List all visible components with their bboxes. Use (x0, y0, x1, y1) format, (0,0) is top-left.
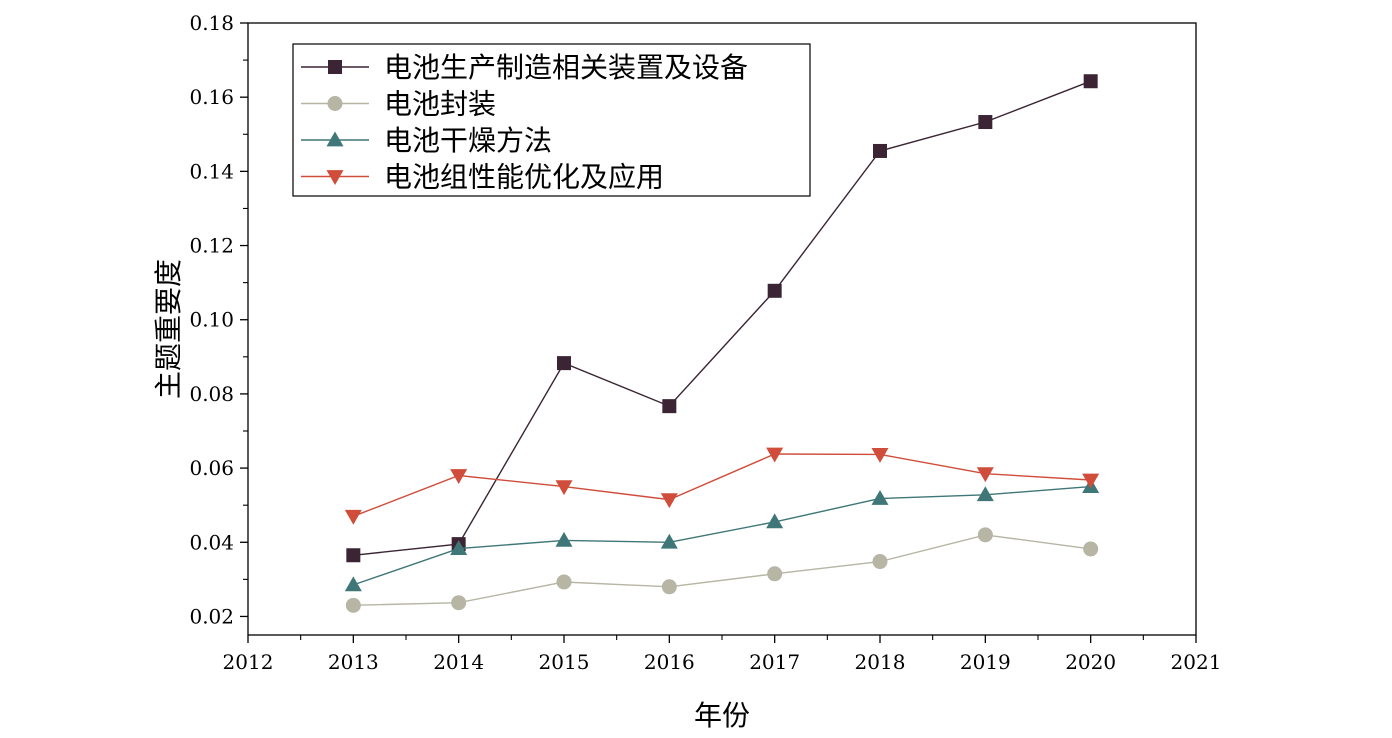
legend-box (292, 43, 811, 197)
x-tick-label: 2021 (1171, 650, 1222, 674)
data-point (662, 399, 677, 414)
x-tick-label: 2013 (328, 650, 379, 674)
x-tick-label: 2014 (433, 650, 484, 674)
y-tick-label: 0.18 (189, 11, 234, 35)
data-point (977, 527, 993, 543)
legend-item: 电池封装 (301, 88, 496, 121)
data-point (555, 480, 573, 496)
data-point (450, 469, 468, 485)
legend-label: 电池组性能优化及应用 (384, 161, 664, 194)
data-point (660, 493, 678, 509)
data-point (450, 540, 468, 555)
series-layer (344, 74, 1100, 613)
legend-label: 电池生产制造相关装置及设备 (384, 51, 748, 84)
legend-label: 电池干燥方法 (384, 124, 552, 157)
data-point (1082, 473, 1100, 489)
data-point (871, 447, 889, 463)
y-tick-label: 0.02 (189, 604, 234, 628)
data-point (976, 486, 994, 502)
y-axis-title: 主题重要度 (152, 259, 185, 399)
x-tick-label: 2019 (960, 650, 1011, 674)
series-2 (345, 527, 1099, 613)
y-tick-label: 0.10 (189, 308, 234, 332)
series-line (353, 80, 1091, 556)
data-point (767, 566, 783, 582)
data-point (978, 115, 993, 130)
data-point (873, 143, 887, 158)
y-tick-label: 0.04 (189, 530, 234, 554)
data-point (766, 447, 784, 463)
data-point (344, 576, 362, 592)
data-point (557, 356, 571, 371)
data-point (871, 490, 889, 505)
data-point (1083, 541, 1099, 557)
data-point (345, 597, 361, 613)
legend-label: 电池封装 (384, 88, 496, 121)
data-point (660, 533, 678, 549)
series-3 (344, 478, 1100, 592)
legend-item: 电池干燥方法 (301, 124, 552, 157)
data-point (346, 548, 361, 563)
data-point (766, 513, 784, 529)
legend-item: 电池组性能优化及应用 (301, 161, 664, 194)
data-point (976, 467, 994, 483)
series-4 (344, 447, 1100, 525)
data-point (555, 531, 573, 547)
data-point (1083, 74, 1098, 89)
x-tick-label: 2015 (539, 650, 590, 674)
x-tick-label: 2012 (223, 650, 274, 674)
x-tick-label: 2020 (1065, 650, 1116, 674)
series-line (353, 453, 1091, 517)
data-point (872, 554, 888, 570)
data-point (767, 283, 782, 298)
axes: 2012 2013 2014 2015 2016 2017 2018 2019 2020 2021… (189, 11, 1221, 674)
x-tick-label: 2016 (644, 650, 695, 674)
data-point (344, 509, 362, 525)
data-point (556, 574, 572, 590)
legend-marker (326, 170, 344, 185)
series-line (353, 534, 1091, 606)
legend-marker (327, 96, 343, 111)
legend-marker (328, 60, 342, 74)
legend-marker (326, 131, 344, 147)
y-tick-label: 0.06 (189, 456, 234, 480)
y-tick-label: 0.16 (189, 85, 234, 109)
data-point (661, 579, 677, 595)
x-axis-title: 年份 (694, 699, 750, 732)
y-tick-label: 0.12 (189, 234, 234, 258)
legend-item: 电池生产制造相关装置及设备 (301, 51, 748, 84)
series-line (353, 485, 1091, 586)
x-tick-label: 2018 (855, 650, 906, 674)
y-tick-label: 0.14 (189, 159, 234, 183)
x-tick-label: 2017 (749, 650, 800, 674)
y-tick-label: 0.08 (189, 382, 234, 406)
data-point (451, 595, 467, 611)
